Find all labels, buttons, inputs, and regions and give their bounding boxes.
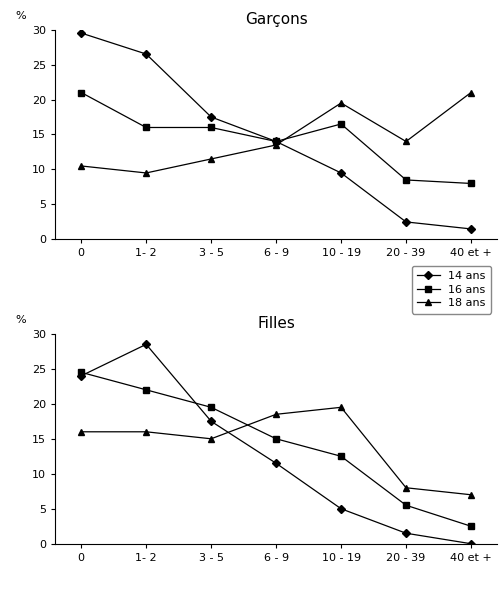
Title: Garçons: Garçons <box>244 12 307 27</box>
Title: Filles: Filles <box>257 316 295 332</box>
Text: %: % <box>16 316 26 326</box>
Text: %: % <box>16 11 26 21</box>
Legend: 14 ans, 16 ans, 18 ans: 14 ans, 16 ans, 18 ans <box>411 266 490 314</box>
